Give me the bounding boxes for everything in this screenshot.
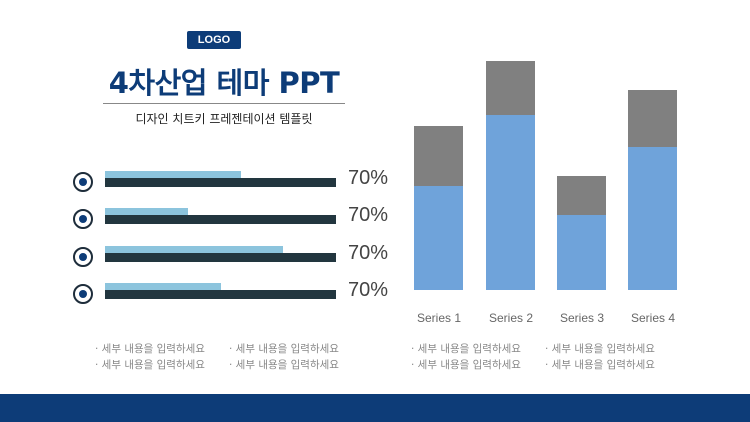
x-tick-label: Series 4 (630, 311, 676, 325)
title-divider (103, 103, 345, 104)
radio-icon[interactable] (73, 247, 93, 267)
page-title: 4차산업 테마 PPT (108, 66, 340, 100)
note: · 세부 내용을 입력하세요 (545, 359, 655, 371)
note: · 세부 내용을 입력하세요 (95, 359, 205, 371)
progress-row: 70% (73, 279, 403, 306)
progress-fill (105, 208, 189, 215)
bar-lower-2 (486, 115, 535, 290)
progress-row: 70% (73, 204, 403, 231)
bar-upper-2 (486, 61, 535, 115)
progress-track (105, 290, 336, 299)
progress-label: 70% (348, 279, 389, 301)
note: · 세부 내용을 입력하세요 (545, 343, 655, 355)
logo-badge: LOGO (187, 31, 241, 49)
x-tick-label: Series 1 (416, 311, 462, 325)
footer-band (0, 394, 750, 422)
progress-fill (105, 283, 221, 290)
progress-label: 70% (348, 167, 389, 189)
radio-icon[interactable] (73, 284, 93, 304)
bar-lower-3 (557, 215, 606, 290)
note: · 세부 내용을 입력하세요 (95, 343, 205, 355)
note: · 세부 내용을 입력하세요 (229, 359, 339, 371)
progress-track (105, 253, 336, 262)
note: · 세부 내용을 입력하세요 (229, 343, 339, 355)
stacked-bar-chart: Series 1 Series 2 Series 3 Series 4 (400, 40, 700, 330)
progress-label: 70% (348, 204, 389, 226)
note: · 세부 내용을 입력하세요 (411, 343, 521, 355)
bar-lower-1 (414, 186, 463, 290)
progress-label: 70% (348, 242, 389, 264)
bar-upper-1 (414, 125, 463, 187)
progress-track (105, 178, 336, 187)
bar-upper-4 (628, 90, 677, 148)
progress-track (105, 215, 336, 224)
progress-fill (105, 171, 242, 178)
x-tick-label: Series 2 (488, 311, 534, 325)
bar-upper-3 (557, 175, 606, 215)
x-tick-label: Series 3 (559, 311, 605, 325)
bar-lower-4 (628, 147, 677, 290)
radio-icon[interactable] (73, 209, 93, 229)
progress-fill (105, 246, 283, 253)
page-subtitle: 디자인 치트키 프레젠테이션 템플릿 (135, 112, 313, 126)
radio-icon[interactable] (73, 172, 93, 192)
note: · 세부 내용을 입력하세요 (411, 359, 521, 371)
progress-row: 70% (73, 242, 403, 269)
progress-row: 70% (73, 167, 403, 194)
